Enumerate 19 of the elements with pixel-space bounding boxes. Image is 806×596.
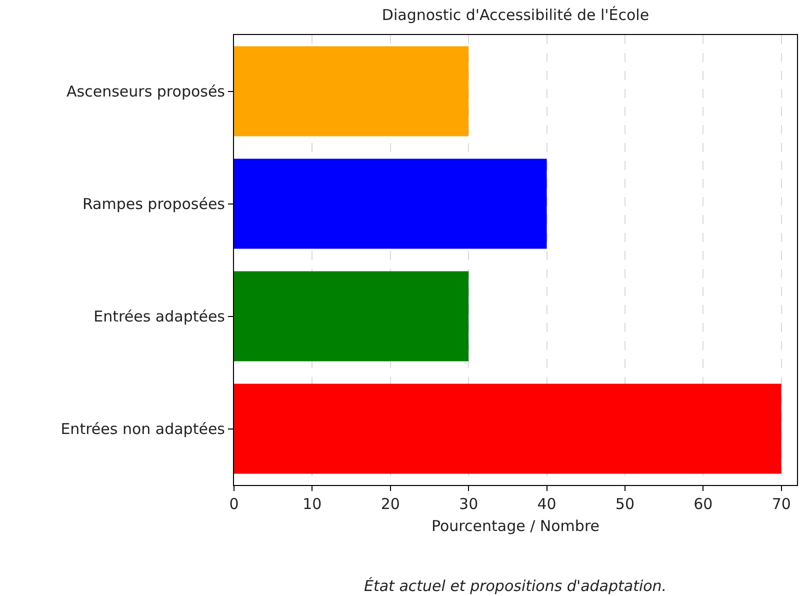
x-tick-label: 40 — [537, 495, 556, 513]
y-tick-label: Rampes proposées — [82, 195, 226, 213]
x-tick-label: 0 — [229, 495, 239, 513]
text: État actuel et propositions d'adaptation. — [364, 577, 667, 595]
bar — [234, 46, 469, 136]
chart-title: Diagnostic d'Accessibilité de l'École — [382, 6, 650, 24]
x-tick-label: 50 — [615, 495, 635, 513]
x-tick-label: 10 — [302, 495, 322, 513]
x-tick-label: 20 — [380, 495, 400, 513]
y-tick-label: Entrées adaptées — [94, 308, 226, 326]
bar — [234, 158, 547, 249]
x-tick-label: 60 — [694, 495, 713, 513]
bar — [234, 384, 782, 474]
x-tick-label: 70 — [772, 495, 791, 513]
x-axis-title: Pourcentage / Nombre — [431, 517, 600, 535]
x-tick-label: 30 — [459, 495, 478, 513]
y-tick-label: Entrées non adaptées — [60, 420, 226, 438]
y-tick-label: Ascenseurs proposés — [66, 82, 226, 100]
bar — [234, 271, 469, 362]
